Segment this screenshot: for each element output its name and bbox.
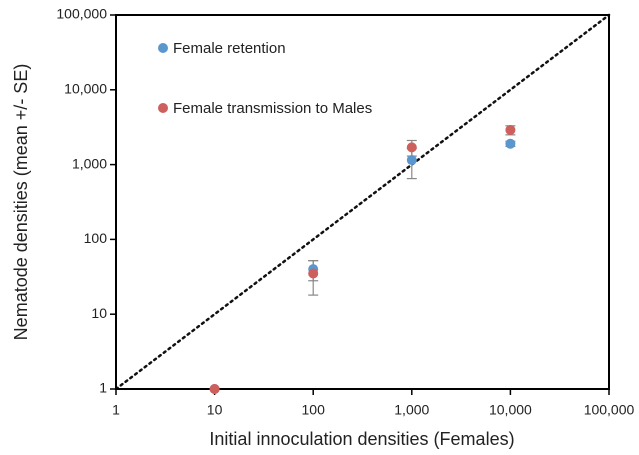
legend-marker	[158, 43, 168, 53]
legend-text: Female retention	[173, 40, 286, 57]
x-tick-label: 10,000	[489, 402, 532, 418]
y-tick-label: 10	[91, 305, 107, 321]
reference-line	[114, 13, 611, 391]
point	[505, 138, 516, 149]
y-tick-label: 10,000	[64, 81, 107, 97]
y-tick-label: 1	[99, 380, 107, 396]
x-tick-label: 1,000	[394, 402, 429, 418]
x-tick-label: 100,000	[584, 402, 635, 418]
legend-marker	[158, 103, 168, 113]
x-tick-label: 100	[302, 402, 326, 418]
point	[505, 125, 516, 136]
y-tick-label: 1,000	[72, 155, 107, 171]
point	[209, 384, 220, 394]
y-tick-label: 100,000	[56, 6, 107, 22]
plot-frame	[115, 14, 610, 390]
x-tick-label: 10	[207, 402, 223, 418]
x-tick-label: 1	[112, 402, 120, 418]
point	[308, 268, 319, 279]
x-axis-title: Initial innoculation densities (Females)	[209, 429, 514, 449]
point	[406, 155, 417, 166]
legend-text: Female transmission to Males	[173, 100, 372, 117]
y-tick-label: 100	[84, 230, 108, 246]
point	[406, 142, 417, 153]
y-axis-title: Nematode densities (mean +/- SE)	[11, 64, 31, 341]
